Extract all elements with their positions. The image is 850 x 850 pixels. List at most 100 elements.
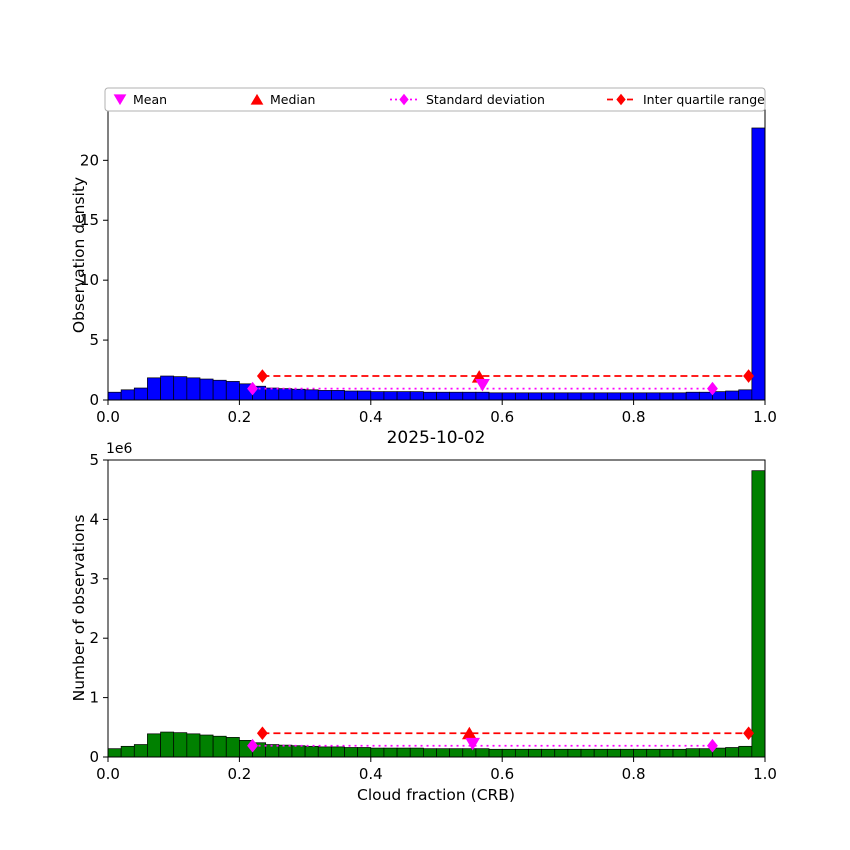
histogram-bar xyxy=(488,748,503,758)
observation-density-histogram: 0.0 0.2 0.4 0.6 0.8 1.0 0 5 10 15 20 xyxy=(80,109,777,426)
tick-label: 0.6 xyxy=(490,765,514,783)
tick-label: 3 xyxy=(89,570,99,588)
mean-marker xyxy=(475,378,490,392)
histogram-bar xyxy=(199,378,214,401)
histogram-bar xyxy=(475,391,490,401)
histogram-bar xyxy=(133,744,148,758)
histogram-bar xyxy=(620,392,634,401)
histogram-bar xyxy=(554,748,569,758)
histogram-bar xyxy=(751,470,766,758)
histogram-bar xyxy=(436,391,450,401)
histogram-bar xyxy=(541,748,556,758)
histogram-bar xyxy=(501,392,516,401)
histogram-bar xyxy=(514,748,529,758)
legend-triangle-up-icon xyxy=(250,93,264,105)
histogram-bar xyxy=(659,392,674,401)
histogram-bar xyxy=(475,748,490,758)
legend-box xyxy=(104,87,766,112)
histogram-bar xyxy=(160,375,175,401)
tick-label: 1 xyxy=(89,689,99,707)
histogram-bar xyxy=(593,748,608,758)
histogram-bar xyxy=(317,390,332,401)
y-axis-label-density: Observation density xyxy=(70,177,88,333)
std-start-marker xyxy=(247,381,258,396)
histogram-bar xyxy=(173,376,188,401)
histogram-bar xyxy=(173,732,188,758)
histogram-bar xyxy=(580,748,595,758)
histogram-bar xyxy=(501,748,516,758)
axes-frame xyxy=(107,109,766,401)
histogram-bar xyxy=(357,747,372,758)
histogram-bar xyxy=(199,734,214,758)
tick-label: 10 xyxy=(80,271,99,289)
std-end-marker xyxy=(706,381,718,396)
histogram-bar xyxy=(449,391,464,401)
legend-label: Mean xyxy=(133,92,167,107)
tick-label: 0.2 xyxy=(227,765,251,783)
histogram-bar xyxy=(357,390,372,401)
histogram-bar xyxy=(278,388,293,401)
histogram-bar xyxy=(633,392,648,401)
histogram-bar xyxy=(304,745,319,758)
observation-count-histogram: 0.0 0.2 0.4 0.6 0.8 1.0 0 1 2 3 4 5 xyxy=(89,451,776,783)
legend-triangle-down-icon xyxy=(113,94,127,106)
histogram-bar xyxy=(331,390,345,401)
y-axis-label-count: Number of observations xyxy=(70,515,88,702)
histogram-bar xyxy=(212,379,227,401)
histogram-bar xyxy=(186,733,201,758)
histogram-bar xyxy=(147,733,161,758)
histogram-bar xyxy=(133,387,148,401)
std-start-marker xyxy=(247,738,258,753)
iqr-end-marker xyxy=(743,726,755,741)
tick-label: 5 xyxy=(89,451,99,469)
std-end-marker xyxy=(706,738,718,753)
axes-frame xyxy=(107,459,766,758)
histogram-bar xyxy=(396,747,411,758)
histogram-bar xyxy=(304,389,319,401)
histogram-bar xyxy=(278,744,293,758)
histogram-bar xyxy=(344,390,359,401)
histogram-bar xyxy=(383,391,398,401)
tick-label: 0.4 xyxy=(359,408,383,426)
histogram-bar xyxy=(225,737,240,758)
x-axis-label: Cloud fraction (CRB) xyxy=(357,786,515,804)
tick-label: 0.2 xyxy=(227,408,251,426)
histogram-bar xyxy=(160,731,175,758)
histogram-bar xyxy=(344,747,359,758)
histogram-bar xyxy=(370,391,385,401)
histogram-bar xyxy=(225,381,240,401)
histogram-bar xyxy=(462,748,477,758)
legend-diamond-icon xyxy=(399,93,409,106)
legend-label: Median xyxy=(270,92,315,107)
histogram-bar xyxy=(725,390,740,401)
tick-label: 0 xyxy=(89,748,99,766)
histogram-bar xyxy=(685,391,700,401)
tick-label: 15 xyxy=(80,211,99,229)
tick-label: 5 xyxy=(89,331,99,349)
histogram-bar xyxy=(370,747,385,758)
histogram-bar xyxy=(725,747,740,758)
histogram-bar xyxy=(462,391,477,401)
histogram-bar xyxy=(698,391,713,401)
histogram-bar xyxy=(580,392,595,401)
histogram-bar xyxy=(528,748,542,758)
histogram-bar xyxy=(449,748,464,758)
histogram-bar xyxy=(488,392,503,401)
histogram-bar xyxy=(120,745,135,758)
histogram-bar xyxy=(291,745,306,758)
tick-label: 0.0 xyxy=(96,408,120,426)
histogram-bar xyxy=(567,748,582,758)
histogram-bar xyxy=(672,392,687,401)
histogram-bar xyxy=(423,391,437,401)
histogram-bar xyxy=(331,746,345,758)
histogram-bar xyxy=(514,392,529,401)
histogram-bar xyxy=(423,748,437,758)
histogram-bar xyxy=(751,127,766,401)
histogram-bar xyxy=(738,745,753,758)
date-title: 2025-10-02 xyxy=(387,428,486,448)
histogram-bar xyxy=(396,391,411,401)
histogram-bar xyxy=(528,392,542,401)
